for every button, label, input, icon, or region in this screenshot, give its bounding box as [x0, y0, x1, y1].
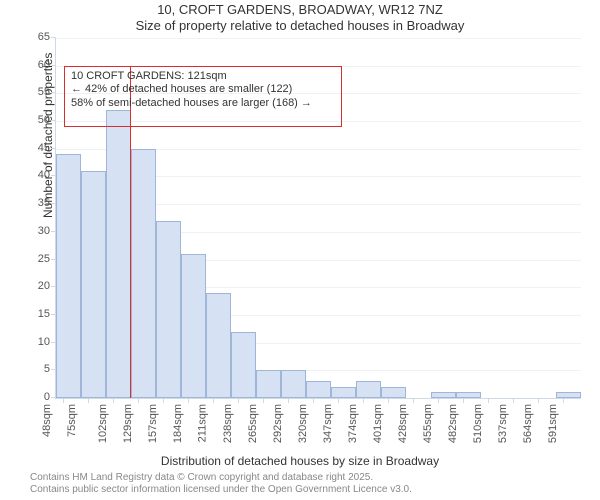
- y-tick-label: 55: [0, 86, 50, 98]
- x-tick-mark: [313, 398, 314, 403]
- x-tick-label: 591sqm: [547, 404, 600, 443]
- y-tick-label: 40: [0, 169, 50, 181]
- x-tick-mark: [138, 398, 139, 403]
- x-tick-mark: [88, 398, 89, 403]
- histogram-bar: [556, 392, 581, 398]
- x-tick-mark: [438, 398, 439, 403]
- y-tick-label: 10: [0, 336, 50, 348]
- x-tick-mark: [188, 398, 189, 403]
- histogram-bar: [431, 392, 456, 398]
- histogram-bar: [56, 154, 81, 398]
- histogram-bar: [456, 392, 481, 398]
- histogram-bar: [206, 293, 231, 398]
- histogram-bar: [381, 387, 406, 398]
- histogram-bar: [281, 370, 306, 398]
- y-tick-label: 25: [0, 253, 50, 265]
- y-tick-label: 45: [0, 142, 50, 154]
- histogram-bar: [306, 381, 331, 398]
- page-title: 10, CROFT GARDENS, BROADWAY, WR12 7NZ: [0, 2, 600, 17]
- gridline: [56, 38, 581, 39]
- x-tick-mark: [413, 398, 414, 403]
- footer-line-2: Contains public sector information licen…: [30, 484, 412, 496]
- histogram-bar: [356, 381, 381, 398]
- x-tick-mark: [488, 398, 489, 403]
- y-tick-label: 60: [0, 59, 50, 71]
- histogram-bar: [106, 110, 131, 398]
- y-tick-label: 30: [0, 225, 50, 237]
- x-tick-mark: [113, 398, 114, 403]
- y-tick-label: 20: [0, 280, 50, 292]
- x-tick-mark: [513, 398, 514, 403]
- histogram-bar: [331, 387, 356, 398]
- y-tick-label: 35: [0, 197, 50, 209]
- y-tick-label: 0: [0, 391, 50, 403]
- y-axis-label: Number of detached properties: [41, 53, 55, 218]
- y-tick-label: 15: [0, 308, 50, 320]
- y-tick-label: 50: [0, 114, 50, 126]
- footer-line-1: Contains HM Land Registry data © Crown c…: [30, 472, 412, 484]
- x-tick-mark: [238, 398, 239, 403]
- annotation-line: 58% of semi-detached houses are larger (…: [71, 97, 335, 111]
- histogram-plot: Number of detached properties 10 CROFT G…: [55, 38, 581, 399]
- x-tick-mark: [363, 398, 364, 403]
- x-tick-mark: [388, 398, 389, 403]
- annotation-callout: 10 CROFT GARDENS: 121sqm← 42% of detache…: [64, 66, 342, 127]
- attribution-footer: Contains HM Land Registry data © Crown c…: [30, 472, 412, 496]
- x-tick-mark: [263, 398, 264, 403]
- histogram-bar: [256, 370, 281, 398]
- x-tick-mark: [463, 398, 464, 403]
- histogram-bar: [131, 149, 156, 398]
- y-tick-label: 65: [0, 31, 50, 43]
- x-tick-mark: [288, 398, 289, 403]
- x-tick-mark: [338, 398, 339, 403]
- x-tick-mark: [163, 398, 164, 403]
- x-tick-mark: [63, 398, 64, 403]
- histogram-bar: [181, 254, 206, 398]
- annotation-line: ← 42% of detached houses are smaller (12…: [71, 83, 335, 97]
- y-tick-label: 5: [0, 363, 50, 375]
- histogram-bar: [156, 221, 181, 398]
- histogram-bar: [81, 171, 106, 398]
- annotation-line: 10 CROFT GARDENS: 121sqm: [71, 70, 335, 84]
- chart-subtitle: Size of property relative to detached ho…: [0, 18, 600, 33]
- x-tick-mark: [538, 398, 539, 403]
- x-tick-mark: [563, 398, 564, 403]
- x-tick-mark: [213, 398, 214, 403]
- histogram-bar: [231, 332, 256, 398]
